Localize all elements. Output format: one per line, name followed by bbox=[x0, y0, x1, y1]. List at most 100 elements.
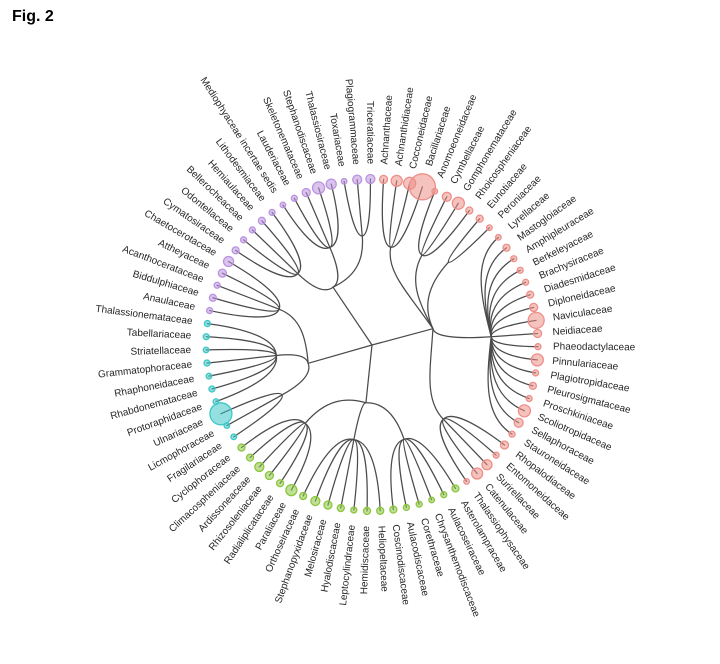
branch bbox=[418, 190, 436, 256]
tip-dot bbox=[390, 174, 403, 187]
branch bbox=[233, 394, 283, 438]
branch bbox=[215, 354, 278, 403]
branch bbox=[490, 306, 535, 338]
branch bbox=[356, 179, 363, 237]
branch bbox=[403, 438, 433, 501]
tip-labels: AchnanthaceaeAchnanthidiaceaeCocconeidac… bbox=[95, 75, 636, 619]
tip-dot bbox=[402, 503, 411, 512]
tip-dot bbox=[415, 500, 423, 508]
branch bbox=[297, 273, 334, 291]
branch bbox=[421, 196, 448, 256]
tip-dot bbox=[532, 328, 543, 339]
branch bbox=[441, 418, 478, 475]
branch bbox=[302, 438, 355, 497]
tip-dot bbox=[481, 459, 493, 471]
tip-dot bbox=[502, 243, 511, 252]
tip-dot bbox=[440, 491, 448, 499]
tip-dot bbox=[470, 467, 484, 480]
tip-dot bbox=[531, 369, 540, 377]
tip-dot bbox=[534, 343, 542, 351]
branch bbox=[304, 399, 367, 424]
tip-dot bbox=[525, 394, 533, 403]
branch bbox=[390, 182, 411, 248]
branch bbox=[429, 328, 444, 420]
branch bbox=[402, 438, 420, 505]
branch bbox=[432, 328, 492, 339]
tip-dot bbox=[463, 477, 471, 485]
tip-dot bbox=[522, 278, 530, 286]
branch bbox=[421, 209, 470, 257]
branch bbox=[208, 308, 280, 318]
branch bbox=[371, 328, 434, 346]
tip-dot bbox=[290, 194, 298, 202]
tip-dot bbox=[323, 500, 333, 510]
tip-dot bbox=[336, 503, 345, 513]
branch bbox=[332, 286, 373, 346]
tip-label: Heliopeltaceae bbox=[375, 526, 389, 593]
tip-dot bbox=[202, 333, 210, 341]
tip-dot bbox=[230, 433, 238, 441]
branch bbox=[403, 437, 457, 490]
tip-dot bbox=[485, 224, 493, 232]
branch bbox=[206, 354, 277, 364]
branch bbox=[329, 246, 339, 288]
tip-dot bbox=[428, 496, 436, 504]
tip-dot bbox=[499, 440, 510, 450]
tip-dot bbox=[508, 430, 516, 438]
tip-dot bbox=[352, 174, 363, 185]
branch bbox=[447, 227, 491, 263]
tip-dot bbox=[203, 319, 212, 328]
tip-dot bbox=[202, 346, 210, 354]
tip-dot bbox=[268, 208, 276, 217]
branch bbox=[442, 417, 497, 456]
branch bbox=[398, 438, 407, 509]
tip-dot bbox=[205, 306, 214, 315]
branch bbox=[490, 336, 534, 387]
tip-dot bbox=[209, 402, 233, 426]
branch bbox=[329, 183, 339, 249]
tip-dot bbox=[494, 233, 502, 241]
tip-dots bbox=[202, 173, 545, 516]
tip-dot bbox=[350, 506, 358, 514]
branch bbox=[206, 322, 277, 357]
branch bbox=[490, 332, 539, 338]
branch bbox=[353, 438, 368, 512]
branch bbox=[278, 308, 309, 364]
tip-dot bbox=[492, 451, 500, 459]
branch bbox=[212, 297, 280, 312]
tip-dot bbox=[245, 453, 255, 462]
tip-dot bbox=[527, 311, 545, 330]
tip-dot bbox=[310, 495, 321, 507]
branch bbox=[208, 354, 277, 377]
branch bbox=[389, 180, 398, 248]
tip-dot bbox=[340, 177, 348, 185]
tip-dot bbox=[222, 255, 235, 268]
tip-label: Triceratiaceae bbox=[364, 101, 376, 165]
branch bbox=[242, 239, 299, 276]
branch bbox=[381, 178, 392, 248]
tip-label: Pinnulariaceae bbox=[552, 356, 619, 373]
tip-dot bbox=[431, 187, 439, 195]
tip-dot bbox=[465, 206, 474, 215]
tip-dot bbox=[408, 173, 437, 201]
tip-dot bbox=[213, 281, 221, 289]
figure-label: Fig. 2 bbox=[12, 8, 54, 25]
branch bbox=[240, 419, 306, 449]
tip-dot bbox=[451, 484, 460, 493]
tip-label: Striatellaceae bbox=[130, 345, 191, 358]
branch bbox=[489, 281, 527, 338]
branch bbox=[234, 249, 299, 278]
tip-dot bbox=[208, 293, 218, 302]
branch bbox=[365, 402, 405, 440]
tip-dot bbox=[389, 505, 398, 514]
branch bbox=[353, 402, 367, 441]
branch bbox=[390, 438, 405, 511]
branch bbox=[427, 261, 450, 330]
branch bbox=[282, 204, 331, 249]
branch bbox=[389, 246, 434, 330]
branch bbox=[205, 348, 277, 357]
tip-dot bbox=[530, 353, 544, 367]
